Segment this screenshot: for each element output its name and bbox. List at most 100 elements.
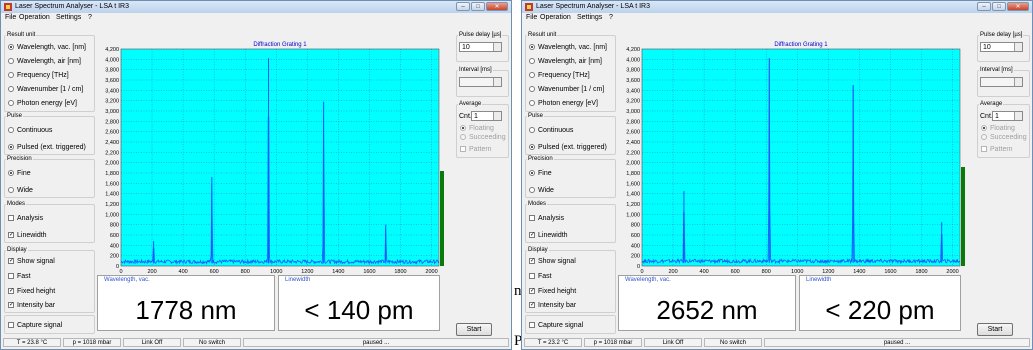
precision-wide-radio[interactable]: Wide <box>8 185 33 195</box>
average-floating-radio[interactable]: Floating <box>460 123 494 133</box>
pulse-continuous-radio[interactable]: Continuous <box>8 125 52 135</box>
linewidth-result-value: < 140 pm <box>304 295 414 325</box>
x-tick-label: 1800 <box>394 269 406 273</box>
y-tick-label: 2,000 <box>626 161 640 167</box>
minimize-icon[interactable]: – <box>456 2 470 11</box>
status-temperature: T = 23.8 °C <box>3 338 61 347</box>
spinner-arrows-icon[interactable] <box>1014 112 1022 120</box>
fast-checkbox[interactable]: Fast <box>8 271 31 281</box>
pulse-triggered-radio[interactable]: Pulsed (ext. triggered) <box>529 142 607 152</box>
result-unit-legend: Result unit <box>7 32 36 38</box>
unit-wavelength-vac-radio[interactable]: Wavelength, vac. [nm] <box>529 42 607 52</box>
menu-settings[interactable]: Settings <box>56 14 82 21</box>
unit-wavelength-air-radio[interactable]: Wavelength, air [nm] <box>8 56 81 66</box>
fixed-height-checkbox[interactable]: Fixed height <box>529 286 576 296</box>
unit-frequency-radio[interactable]: Frequency [THz] <box>8 70 69 80</box>
intensity-bar-checkbox[interactable]: Intensity bar <box>529 300 576 310</box>
result-unit-legend: Result unit <box>528 32 557 38</box>
unit-wavelength-vac-radio[interactable]: Wavelength, vac. [nm] <box>8 42 86 52</box>
maximize-icon[interactable]: □ <box>471 2 485 11</box>
close-icon[interactable]: ✕ <box>486 2 508 11</box>
unit-frequency-radio[interactable]: Frequency [THz] <box>529 70 590 80</box>
menu-operation[interactable]: Operation <box>19 14 50 21</box>
unit-photon-energy-radio[interactable]: Photon energy [eV] <box>8 98 77 108</box>
fixed-height-checkbox[interactable]: Fixed height <box>8 286 55 296</box>
capture-signal-checkbox[interactable]: Capture signal <box>529 320 583 330</box>
y-tick-label: 3,000 <box>105 109 119 115</box>
average-succeeding-radio[interactable]: Succeeding <box>460 132 506 142</box>
text-fragment-mid-bottom: P <box>514 333 523 349</box>
pulse-continuous-radio[interactable]: Continuous <box>529 125 573 135</box>
average-pattern-checkbox[interactable]: Pattern <box>460 144 492 154</box>
menu-file[interactable]: File <box>526 14 538 21</box>
spinner-arrows-icon[interactable] <box>1014 43 1022 51</box>
menu-help[interactable]: ? <box>88 14 92 21</box>
unit-wavelength-air-radio[interactable]: Wavelength, air [nm] <box>529 56 602 66</box>
pulse-group: Pulse Continuous Pulsed (ext. triggered) <box>525 113 616 155</box>
capture-signal-checkbox[interactable]: Capture signal <box>8 320 62 330</box>
average-count-value: 1 <box>995 113 999 120</box>
average-count-label: Cnt. <box>980 113 993 120</box>
interval-spinner[interactable] <box>980 77 1023 87</box>
result-unit-group: Result unit Wavelength, vac. [nm] Wavele… <box>4 32 95 112</box>
menu-bar: File Operation Settings ? <box>1 13 511 22</box>
unit-wavenumber-radio[interactable]: Wavenumber [1 / cm] <box>529 84 604 94</box>
capture-group: Capture signal <box>4 315 95 334</box>
pulse-delay-spinner[interactable]: 10 <box>980 42 1023 52</box>
show-signal-checkbox[interactable]: Show signal <box>529 256 576 266</box>
average-count-spinner[interactable]: 1 <box>992 111 1023 121</box>
mode-linewidth-checkbox[interactable]: Linewidth <box>529 230 568 240</box>
start-button[interactable]: Start <box>977 323 1013 336</box>
average-succeeding-radio[interactable]: Succeeding <box>981 132 1027 142</box>
pulse-delay-spinner[interactable]: 10 <box>459 42 502 52</box>
laser-app-icon <box>525 3 533 11</box>
menu-file[interactable]: File <box>5 14 17 21</box>
minimize-icon[interactable]: – <box>977 2 991 11</box>
mode-analysis-checkbox[interactable]: Analysis <box>529 213 564 223</box>
y-tick-label: 3,800 <box>626 68 640 74</box>
close-icon[interactable]: ✕ <box>1007 2 1029 11</box>
display-group: Display Show signal Fast Fixed height In… <box>525 247 616 313</box>
precision-fine-radio[interactable]: Fine <box>8 168 31 178</box>
average-pattern-checkbox[interactable]: Pattern <box>981 144 1013 154</box>
menu-operation[interactable]: Operation <box>540 14 571 21</box>
start-button[interactable]: Start <box>456 323 492 336</box>
mode-linewidth-checkbox[interactable]: Linewidth <box>8 230 47 240</box>
average-floating-radio[interactable]: Floating <box>981 123 1015 133</box>
y-tick-label: 800 <box>631 223 640 229</box>
average-count-spinner[interactable]: 1 <box>471 111 502 121</box>
pulse-triggered-radio[interactable]: Pulsed (ext. triggered) <box>8 142 86 152</box>
precision-wide-radio[interactable]: Wide <box>529 185 554 195</box>
spinner-arrows-icon[interactable] <box>1014 78 1022 86</box>
fast-checkbox[interactable]: Fast <box>529 271 552 281</box>
x-tick-label: 1800 <box>915 269 927 273</box>
pulse-legend: Pulse <box>528 113 544 119</box>
y-tick-label: 600 <box>110 233 119 239</box>
interval-spinner[interactable] <box>459 77 502 87</box>
x-tick-label: 1600 <box>884 269 896 273</box>
menu-settings[interactable]: Settings <box>577 14 603 21</box>
spinner-arrows-icon[interactable] <box>493 43 501 51</box>
precision-fine-radio[interactable]: Fine <box>529 168 552 178</box>
y-tick-label: 4,200 <box>626 47 640 53</box>
mode-analysis-checkbox[interactable]: Analysis <box>8 213 43 223</box>
text-fragment-mid-top: n <box>514 283 522 299</box>
maximize-icon[interactable]: □ <box>992 2 1006 11</box>
y-tick-label: 2,200 <box>105 150 119 156</box>
linewidth-result-box: Linewidth < 140 pm <box>278 275 440 331</box>
unit-wavenumber-radio[interactable]: Wavenumber [1 / cm] <box>8 84 83 94</box>
menu-help[interactable]: ? <box>609 14 613 21</box>
pulse-delay-value: 10 <box>462 44 470 51</box>
title-bar[interactable]: Laser Spectrum Analyser - LSA t IR3 – □ … <box>522 1 1032 13</box>
show-signal-checkbox[interactable]: Show signal <box>8 256 55 266</box>
wavelength-result-box: Wavelength, vac. 1778 nm <box>97 275 275 331</box>
unit-photon-energy-radio[interactable]: Photon energy [eV] <box>529 98 598 108</box>
pulse-delay-legend: Pulse delay [µs] <box>980 32 1023 38</box>
spinner-arrows-icon[interactable] <box>493 78 501 86</box>
average-legend: Average <box>980 101 1003 107</box>
wavelength-result-box: Wavelength, vac. 2652 nm <box>618 275 796 331</box>
spinner-arrows-icon[interactable] <box>493 112 501 120</box>
intensity-bar-checkbox[interactable]: Intensity bar <box>8 300 55 310</box>
status-state: paused ... <box>764 338 1030 347</box>
title-bar[interactable]: Laser Spectrum Analyser - LSA t IR3 – □ … <box>1 1 511 13</box>
